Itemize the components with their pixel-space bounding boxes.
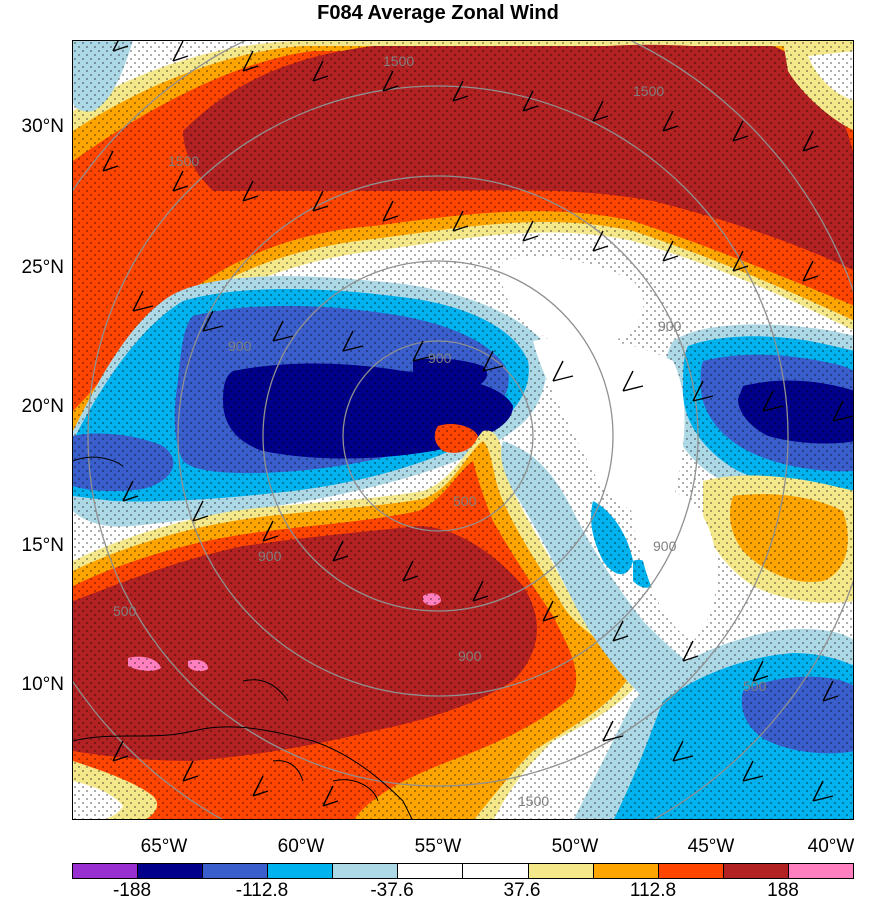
colorbar-label: 112.8 — [629, 880, 677, 901]
wind-barbs — [102, 41, 853, 807]
map-title: F084 Average Zonal Wind — [317, 2, 559, 24]
ring-label: 900 — [228, 338, 252, 354]
stipple-gap-b — [533, 337, 685, 511]
lon-label-55w: 55°W — [414, 836, 462, 857]
ring-label: 1500 — [518, 793, 549, 809]
colorbar-swatch — [138, 864, 204, 878]
colorbar-swatch — [723, 864, 789, 878]
colorbar-swatch — [528, 864, 594, 878]
colorbar-swatch — [73, 864, 139, 878]
colorbar-swatch — [333, 864, 399, 878]
colorbar-swatch — [268, 864, 334, 878]
lon-label-40w: 40°W — [807, 836, 855, 857]
ring-label: 500 — [113, 603, 137, 619]
ring-label: 500 — [743, 678, 767, 694]
stipple-gap-c — [631, 488, 717, 641]
lat-label-15n: 15°N — [21, 535, 64, 556]
stipple-gap-a — [501, 257, 644, 345]
ring-label: 900 — [428, 350, 452, 366]
lon-label-65w: 65°W — [140, 836, 188, 857]
range-rings — [73, 41, 853, 819]
colorbar — [72, 863, 854, 879]
colorbar-label: 37.6 — [503, 880, 541, 901]
colorbar-swatch — [658, 864, 724, 878]
colorbar-swatch — [398, 864, 464, 878]
lat-label-20n: 20°N — [21, 396, 64, 417]
lat-label-30n: 30°N — [21, 116, 64, 137]
map-canvas: 1500 1500 1500 900 900 900 900 900 900 5… — [73, 41, 853, 819]
ring-labels: 1500 1500 1500 900 900 900 900 900 900 5… — [113, 53, 767, 809]
map-panel: 1500 1500 1500 900 900 900 900 900 900 5… — [72, 40, 854, 820]
colorbar-label: -112.8 — [235, 880, 289, 901]
significance-stipple — [73, 41, 853, 819]
colorbar-swatch — [788, 864, 853, 878]
ring-label: 1500 — [633, 83, 664, 99]
ring-label: 1500 — [168, 153, 199, 169]
ring-label: 900 — [653, 538, 677, 554]
lon-label-45w: 45°W — [687, 836, 735, 857]
colorbar-label: -188 — [112, 880, 152, 901]
lon-label-60w: 60°W — [277, 836, 325, 857]
lon-label-50w: 50°W — [551, 836, 599, 857]
colorbar-label: -37.6 — [370, 880, 414, 901]
ring-label: 1500 — [383, 53, 414, 69]
lat-label-10n: 10°N — [21, 674, 64, 695]
ring-label: 900 — [258, 548, 282, 564]
colorbar-swatch — [463, 864, 529, 878]
colorbar-label: 188 — [767, 880, 799, 901]
ring-label: 500 — [453, 493, 477, 509]
coastlines — [73, 456, 413, 819]
ring-label: 900 — [658, 318, 682, 334]
lat-label-25n: 25°N — [21, 257, 64, 278]
colorbar-swatch — [203, 864, 269, 878]
colorbar-swatch — [593, 864, 659, 878]
ring-label: 900 — [458, 648, 482, 664]
